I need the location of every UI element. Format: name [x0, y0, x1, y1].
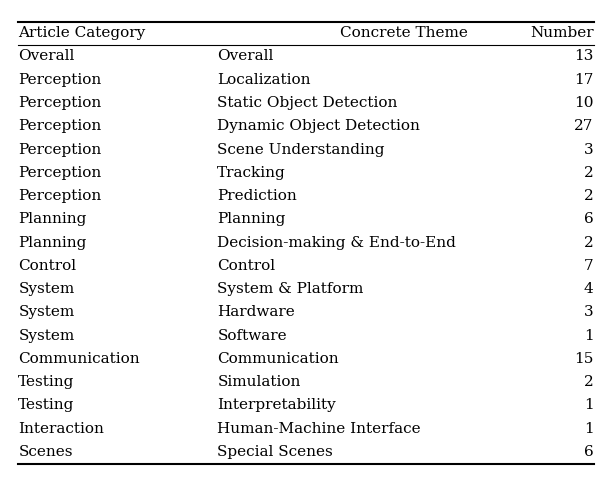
Text: Human-Machine Interface: Human-Machine Interface	[217, 422, 421, 436]
Text: 6: 6	[584, 212, 594, 226]
Text: Communication: Communication	[18, 352, 140, 366]
Text: Concrete Theme: Concrete Theme	[340, 26, 468, 40]
Text: Scene Understanding: Scene Understanding	[217, 142, 385, 156]
Text: System & Platform: System & Platform	[217, 282, 364, 296]
Text: Special Scenes: Special Scenes	[217, 445, 333, 459]
Text: Tracking: Tracking	[217, 166, 286, 180]
Text: 3: 3	[584, 142, 594, 156]
Text: Perception: Perception	[18, 189, 102, 203]
Text: Planning: Planning	[18, 236, 87, 250]
Text: Dynamic Object Detection: Dynamic Object Detection	[217, 119, 420, 133]
Text: 4: 4	[584, 282, 594, 296]
Text: Scenes: Scenes	[18, 445, 73, 459]
Text: Perception: Perception	[18, 142, 102, 156]
Text: Testing: Testing	[18, 375, 75, 389]
Text: Control: Control	[18, 259, 76, 273]
Text: Overall: Overall	[217, 49, 274, 64]
Text: Simulation: Simulation	[217, 375, 300, 389]
Text: 3: 3	[584, 305, 594, 319]
Text: 17: 17	[574, 73, 594, 87]
Text: Decision-making & End-to-End: Decision-making & End-to-End	[217, 236, 456, 250]
Text: Planning: Planning	[18, 212, 87, 226]
Text: Overall: Overall	[18, 49, 75, 64]
Text: Control: Control	[217, 259, 275, 273]
Text: 2: 2	[584, 236, 594, 250]
Text: System: System	[18, 305, 75, 319]
Text: Communication: Communication	[217, 352, 339, 366]
Text: Perception: Perception	[18, 119, 102, 133]
Text: Perception: Perception	[18, 166, 102, 180]
Text: Interaction: Interaction	[18, 422, 104, 436]
Text: Planning: Planning	[217, 212, 286, 226]
Text: 15: 15	[574, 352, 594, 366]
Text: Software: Software	[217, 329, 287, 343]
Text: Perception: Perception	[18, 96, 102, 110]
Text: 6: 6	[584, 445, 594, 459]
Text: Number: Number	[530, 26, 594, 40]
Text: 1: 1	[584, 329, 594, 343]
Text: 27: 27	[574, 119, 594, 133]
Text: Localization: Localization	[217, 73, 311, 87]
Text: Article Category: Article Category	[18, 26, 146, 40]
Text: 2: 2	[584, 166, 594, 180]
Text: Prediction: Prediction	[217, 189, 297, 203]
Text: Perception: Perception	[18, 73, 102, 87]
Text: System: System	[18, 329, 75, 343]
Text: 1: 1	[584, 422, 594, 436]
Text: Static Object Detection: Static Object Detection	[217, 96, 398, 110]
Text: 7: 7	[584, 259, 594, 273]
Text: 1: 1	[584, 399, 594, 413]
Text: System: System	[18, 282, 75, 296]
Text: 2: 2	[584, 189, 594, 203]
Text: Testing: Testing	[18, 399, 75, 413]
Text: 13: 13	[574, 49, 594, 64]
Text: 2: 2	[584, 375, 594, 389]
Text: Interpretability: Interpretability	[217, 399, 336, 413]
Text: 10: 10	[574, 96, 594, 110]
Text: Hardware: Hardware	[217, 305, 295, 319]
